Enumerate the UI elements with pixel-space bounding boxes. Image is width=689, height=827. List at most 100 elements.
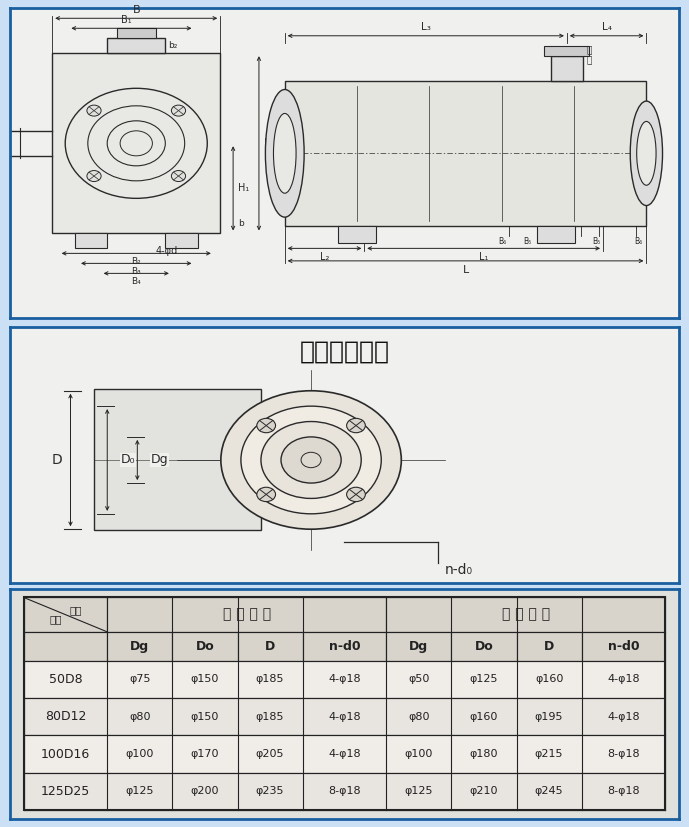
- Text: B₅: B₅: [523, 237, 531, 246]
- Bar: [107, 632, 172, 661]
- Bar: [551, 55, 583, 81]
- Text: L: L: [462, 265, 469, 275]
- Text: n-d0: n-d0: [608, 640, 639, 653]
- Text: Dg: Dg: [409, 640, 429, 653]
- Bar: [23, 772, 666, 810]
- Text: 80D12: 80D12: [45, 710, 86, 723]
- Text: φ50: φ50: [408, 674, 429, 685]
- Bar: [23, 597, 107, 632]
- Text: 4-φd: 4-φd: [156, 246, 178, 256]
- Bar: [117, 28, 156, 38]
- Text: B₆: B₆: [635, 237, 643, 246]
- Circle shape: [347, 418, 365, 433]
- Text: φ205: φ205: [256, 749, 285, 759]
- Bar: [302, 632, 387, 661]
- Text: φ200: φ200: [191, 786, 219, 796]
- Text: 吸 入 法 兰: 吸 入 法 兰: [223, 608, 271, 622]
- Text: n-d0: n-d0: [329, 640, 360, 653]
- Text: 8-φ18: 8-φ18: [328, 786, 361, 796]
- Text: φ125: φ125: [125, 786, 154, 796]
- Text: 出: 出: [586, 46, 592, 55]
- Text: 吸入吐出法兰: 吸入吐出法兰: [300, 339, 389, 364]
- Text: L₁: L₁: [479, 252, 489, 262]
- Text: φ185: φ185: [256, 674, 285, 685]
- Text: φ80: φ80: [408, 712, 430, 722]
- Text: φ150: φ150: [191, 674, 219, 685]
- Text: φ170: φ170: [191, 749, 219, 759]
- Text: φ150: φ150: [191, 712, 219, 722]
- Text: 4-φ18: 4-φ18: [328, 674, 361, 685]
- Bar: [75, 233, 107, 248]
- Bar: [172, 632, 238, 661]
- Bar: [544, 45, 589, 55]
- Circle shape: [347, 487, 365, 502]
- Text: H₁: H₁: [238, 184, 249, 194]
- Text: 50D8: 50D8: [49, 673, 83, 686]
- Text: 尺寸: 尺寸: [50, 614, 62, 624]
- Text: φ185: φ185: [256, 712, 285, 722]
- Bar: [285, 81, 646, 226]
- Text: 4-φ18: 4-φ18: [607, 674, 640, 685]
- Bar: [387, 632, 451, 661]
- Bar: [582, 632, 666, 661]
- Text: B₆: B₆: [498, 237, 506, 246]
- Text: B₂: B₂: [132, 257, 141, 266]
- Text: 水: 水: [586, 56, 592, 65]
- Text: B₅: B₅: [592, 237, 600, 246]
- Text: Dg: Dg: [130, 640, 150, 653]
- Ellipse shape: [274, 113, 296, 194]
- Bar: [387, 597, 666, 632]
- Text: B₁: B₁: [121, 15, 132, 25]
- Text: 4-φ18: 4-φ18: [607, 712, 640, 722]
- Bar: [451, 632, 517, 661]
- Bar: [94, 390, 261, 530]
- Text: D: D: [544, 640, 554, 653]
- Circle shape: [172, 170, 185, 182]
- Bar: [537, 226, 575, 243]
- Text: φ125: φ125: [404, 786, 433, 796]
- Circle shape: [257, 418, 276, 433]
- Text: D: D: [52, 453, 63, 467]
- Text: Dg: Dg: [151, 453, 168, 466]
- Text: L₃: L₃: [421, 22, 431, 32]
- Text: L₂: L₂: [320, 252, 329, 262]
- Text: φ215: φ215: [535, 749, 564, 759]
- Circle shape: [221, 391, 401, 529]
- Text: 8-φ18: 8-φ18: [607, 749, 640, 759]
- Bar: [23, 735, 666, 772]
- Text: φ245: φ245: [535, 786, 564, 796]
- Circle shape: [281, 437, 341, 483]
- Circle shape: [172, 105, 185, 116]
- Circle shape: [87, 170, 101, 182]
- Text: φ80: φ80: [129, 712, 151, 722]
- Circle shape: [87, 105, 101, 116]
- Text: φ180: φ180: [470, 749, 498, 759]
- Ellipse shape: [637, 122, 656, 185]
- Text: B₄: B₄: [132, 277, 141, 286]
- Text: φ160: φ160: [470, 712, 498, 722]
- Text: B₃: B₃: [132, 267, 141, 276]
- Text: B: B: [132, 4, 140, 15]
- Text: φ160: φ160: [535, 674, 563, 685]
- Text: n-d₀: n-d₀: [444, 562, 473, 576]
- Bar: [23, 698, 666, 735]
- Text: 100D16: 100D16: [41, 748, 90, 761]
- Text: H₂: H₂: [264, 138, 275, 148]
- Text: D₀: D₀: [121, 453, 135, 466]
- Text: 4-φ18: 4-φ18: [328, 712, 361, 722]
- Text: 型号: 型号: [70, 605, 82, 615]
- Text: D: D: [265, 640, 275, 653]
- Text: 8-φ18: 8-φ18: [607, 786, 640, 796]
- Text: φ235: φ235: [256, 786, 285, 796]
- Bar: [107, 597, 387, 632]
- Text: 125D25: 125D25: [41, 785, 90, 798]
- Text: φ195: φ195: [535, 712, 564, 722]
- Text: φ100: φ100: [126, 749, 154, 759]
- Bar: [238, 632, 302, 661]
- Bar: [23, 632, 107, 661]
- Text: L₄: L₄: [601, 22, 612, 32]
- Text: φ100: φ100: [404, 749, 433, 759]
- Text: 4-φ18: 4-φ18: [328, 749, 361, 759]
- Text: 吐 出 法 兰: 吐 出 法 兰: [502, 608, 550, 622]
- Bar: [52, 53, 220, 233]
